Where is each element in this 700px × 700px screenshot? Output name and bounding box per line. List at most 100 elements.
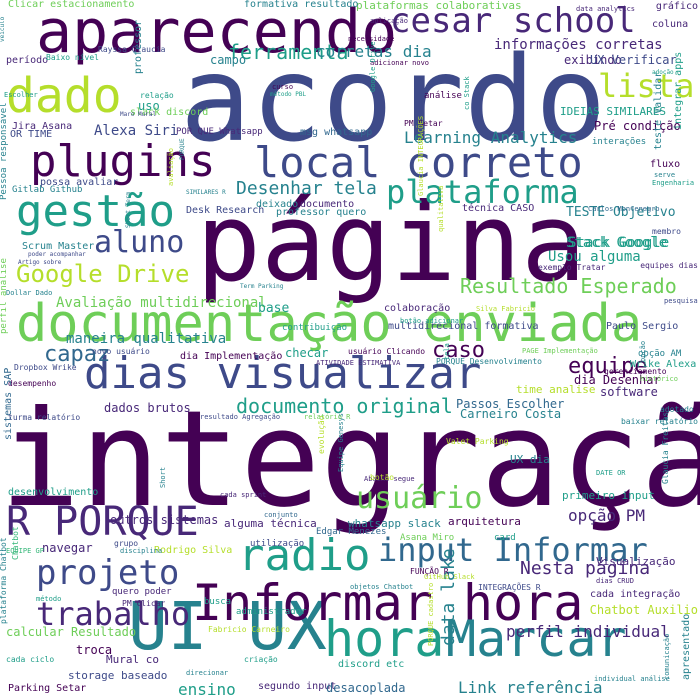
- word: discord etc: [338, 659, 405, 670]
- word: busca: [204, 597, 232, 607]
- word: Glaucia INTEGRAÇÕES: [417, 115, 425, 196]
- word: outros sistemas: [110, 513, 219, 527]
- word: Visualização: [596, 555, 676, 568]
- word: necessidade: [348, 35, 395, 43]
- word: turma relatório: [8, 413, 81, 422]
- word: relatório R: [304, 413, 351, 421]
- word: radio: [238, 530, 371, 581]
- word: criação: [244, 655, 278, 664]
- word: GitHub Slack: [424, 573, 475, 581]
- word: PORQUE cadastro: [427, 582, 435, 646]
- word: PORQUE: [179, 138, 186, 160]
- word: Avaliação multidirecional: [56, 295, 267, 311]
- word: Google Drive: [369, 41, 377, 92]
- word: aplicação: [370, 17, 408, 25]
- word: cada integração: [590, 589, 681, 600]
- word: Abaixo segue: [364, 475, 415, 483]
- word: software: [600, 385, 658, 399]
- word: novo usuário: [92, 347, 150, 356]
- word: coluna: [652, 19, 689, 30]
- word: relação: [140, 91, 174, 100]
- word: Maro Mural: [120, 111, 157, 118]
- word: Clicar estacionamento: [8, 0, 135, 10]
- word: segundo input: [258, 681, 337, 692]
- word: PM Clicar: [122, 599, 166, 608]
- word: avaliação: [167, 148, 175, 186]
- word: Stack Google: [568, 235, 670, 251]
- word: Short Term: [125, 191, 132, 228]
- word: Term Parking: [240, 283, 284, 290]
- word: base: [258, 301, 290, 316]
- word: calcular Resultado: [6, 625, 137, 639]
- word: dias CRUD: [596, 577, 634, 585]
- word: perfil individual: [506, 622, 670, 641]
- word: sistemas SAP: [3, 367, 14, 440]
- word: administrador: [236, 607, 307, 617]
- word: poder acompanhar: [28, 251, 86, 258]
- word: resultado Agregação: [200, 413, 281, 421]
- word: objetos Chatbot: [350, 583, 414, 591]
- word: adicionar novo: [370, 59, 430, 67]
- word: baixar relatório: [620, 417, 698, 426]
- word: aluno: [94, 225, 185, 260]
- word: campo: [210, 53, 247, 67]
- word: cesar school: [390, 1, 636, 41]
- word: aparecendo: [36, 0, 398, 67]
- word: Rayssa Glaucia: [98, 45, 166, 54]
- word: UX dia: [510, 453, 550, 466]
- word: caso: [432, 338, 485, 363]
- word: Nesta página: [520, 558, 651, 579]
- word: Informar hora: [192, 574, 584, 632]
- word: curso: [272, 83, 294, 91]
- word: veículo: [0, 16, 6, 42]
- word: time analise: [516, 383, 596, 396]
- word: método PBL: [270, 91, 307, 98]
- word: colaboração: [384, 303, 451, 314]
- word: Google Drive: [16, 260, 190, 288]
- word: FUNÇÃO R: [410, 567, 449, 576]
- word: Rodrigo Silva: [154, 545, 233, 556]
- word: Silva Fabricio: [476, 305, 536, 313]
- word: fluxo: [650, 159, 681, 170]
- word: Marcar: [446, 610, 627, 668]
- word: data lake: [438, 548, 459, 646]
- word: capaz: [44, 342, 111, 367]
- word: documento: [300, 199, 355, 210]
- word: teste Validar: [653, 71, 664, 150]
- word: Engenharia: [652, 179, 695, 187]
- word: navegar: [42, 541, 93, 555]
- word: Baixo nível: [46, 53, 99, 62]
- word: Desenhar tela: [236, 178, 377, 199]
- word: Wrike Alexa: [630, 359, 697, 370]
- word: Valet Parking: [446, 437, 509, 446]
- word: Escolher: [4, 91, 38, 99]
- word: botão adicionar: [400, 317, 464, 325]
- word: Dollar Dado: [6, 289, 53, 297]
- word: projeto: [36, 553, 180, 593]
- word: Resultado Esperado: [460, 274, 677, 298]
- word: utilização: [250, 539, 305, 549]
- word: formativa resultado: [244, 0, 359, 10]
- word: PORQUE Desenvolvimento: [436, 357, 542, 366]
- word: Parking Setar: [8, 683, 87, 694]
- word: dado: [6, 68, 122, 124]
- word: arquitetura: [448, 515, 521, 528]
- word: plataformas colaborativas: [356, 0, 522, 12]
- word: documento original: [236, 394, 453, 418]
- word: contribuição: [282, 323, 348, 333]
- word: individual análise: [594, 675, 670, 683]
- word: multidirecional formativa: [388, 321, 539, 332]
- word: gerenciamento: [604, 367, 667, 376]
- word: storage baseado: [68, 669, 168, 682]
- word: Short: [159, 466, 167, 488]
- word: SIMILARES R: [186, 189, 226, 196]
- word: conjunto: [264, 511, 298, 519]
- word: qualitativa: [437, 185, 445, 232]
- word: Fabricio Carneiro: [208, 625, 290, 634]
- word: data analytics: [576, 5, 636, 13]
- word: Carneiro Costa: [460, 407, 562, 421]
- word: integrar apps: [673, 51, 684, 130]
- word: usuário Clicando: [348, 347, 426, 356]
- word: cada sprint: [220, 491, 267, 499]
- word: Alexa Siri: [94, 123, 179, 139]
